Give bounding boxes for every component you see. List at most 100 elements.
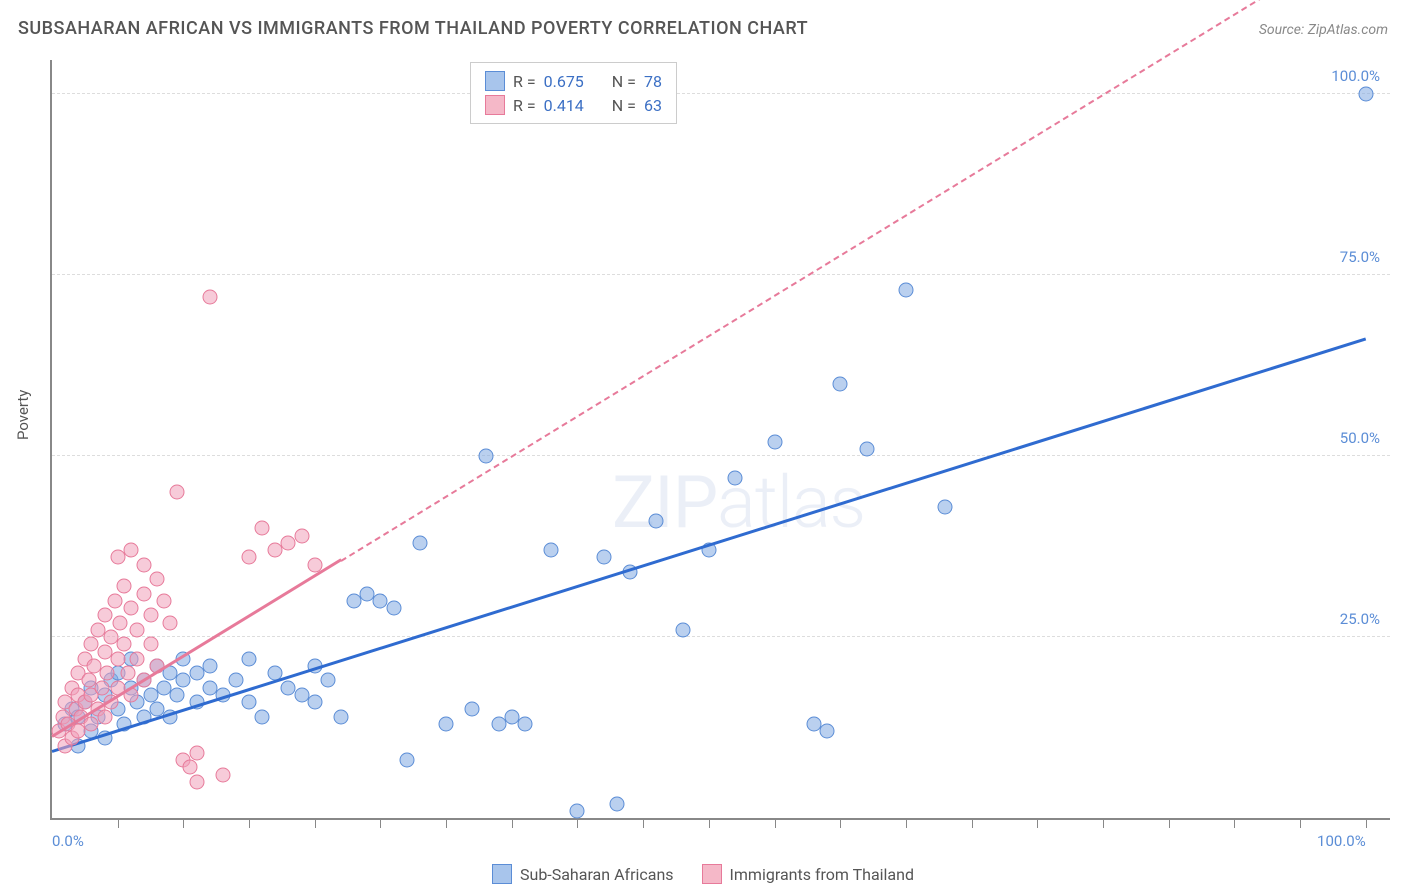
data-point (97, 608, 112, 623)
x-tick (840, 818, 841, 828)
x-tick (1169, 818, 1170, 828)
x-tick (1037, 818, 1038, 828)
data-point (182, 760, 197, 775)
x-tick (1366, 818, 1367, 828)
data-point (675, 622, 690, 637)
data-point (110, 651, 125, 666)
data-point (294, 528, 309, 543)
x-tick (118, 818, 119, 828)
data-point (130, 622, 145, 637)
data-point (242, 550, 257, 565)
x-tick (577, 818, 578, 828)
legend-row: R =0.675N =78 (485, 69, 662, 93)
data-point (596, 550, 611, 565)
data-point (255, 521, 270, 536)
data-point (307, 695, 322, 710)
data-point (121, 666, 136, 681)
data-point (117, 637, 132, 652)
x-tick (249, 818, 250, 828)
data-point (169, 687, 184, 702)
x-tick (1234, 818, 1235, 828)
legend-swatch (485, 95, 505, 115)
x-tick (643, 818, 644, 828)
data-point (169, 485, 184, 500)
legend-item: Sub-Saharan Africans (492, 864, 674, 884)
data-point (386, 601, 401, 616)
data-point (242, 695, 257, 710)
y-tick-label: 75.0% (1340, 248, 1380, 266)
data-point (412, 535, 427, 550)
data-point (215, 767, 230, 782)
n-value: 78 (644, 72, 662, 91)
data-point (117, 579, 132, 594)
y-tick-label: 100.0% (1331, 67, 1380, 85)
data-point (189, 745, 204, 760)
data-point (1358, 87, 1373, 102)
x-tick (709, 818, 710, 828)
legend-label: Sub-Saharan Africans (520, 865, 674, 884)
x-tick (775, 818, 776, 828)
data-point (113, 615, 128, 630)
legend-row: R =0.414N =63 (485, 93, 662, 117)
series-legend: Sub-Saharan Africans Immigrants from Thai… (0, 864, 1406, 884)
x-tick (446, 818, 447, 828)
data-point (100, 666, 115, 681)
data-point (136, 557, 151, 572)
data-point (439, 716, 454, 731)
data-point (97, 709, 112, 724)
data-point (123, 601, 138, 616)
trend-line (52, 337, 1367, 752)
gridline (52, 93, 1390, 94)
data-point (130, 651, 145, 666)
data-point (156, 593, 171, 608)
data-point (609, 796, 624, 811)
data-point (898, 282, 913, 297)
data-point (143, 608, 158, 623)
data-point (517, 716, 532, 731)
data-point (202, 289, 217, 304)
data-point (94, 680, 109, 695)
gridline (52, 455, 1390, 456)
x-tick (906, 818, 907, 828)
n-label: N = (612, 96, 636, 115)
data-point (649, 514, 664, 529)
correlation-legend: R =0.675N =78R =0.414N =63 (470, 62, 677, 124)
x-tick (972, 818, 973, 828)
data-point (570, 803, 585, 818)
x-tick (1300, 818, 1301, 828)
gridline (52, 636, 1390, 637)
data-point (255, 709, 270, 724)
r-value: 0.414 (544, 96, 584, 115)
data-point (544, 543, 559, 558)
r-label: R = (513, 72, 536, 91)
n-label: N = (612, 72, 636, 91)
x-tick-label: 100.0% (1317, 832, 1366, 850)
data-point (767, 434, 782, 449)
chart-plot-area: ZIPatlas 25.0%50.0%75.0%100.0%0.0%100.0% (50, 60, 1390, 820)
legend-item: Immigrants from Thailand (702, 864, 914, 884)
x-tick (315, 818, 316, 828)
gridline (52, 274, 1390, 275)
legend-swatch (485, 71, 505, 91)
data-point (399, 753, 414, 768)
r-label: R = (513, 96, 536, 115)
data-point (136, 586, 151, 601)
data-point (163, 615, 178, 630)
x-tick (512, 818, 513, 828)
data-point (728, 470, 743, 485)
data-point (108, 593, 123, 608)
x-tick (1103, 818, 1104, 828)
data-point (123, 543, 138, 558)
legend-swatch (702, 864, 722, 884)
x-tick (380, 818, 381, 828)
data-point (242, 651, 257, 666)
data-point (833, 376, 848, 391)
data-point (150, 572, 165, 587)
x-tick-label: 0.0% (52, 832, 84, 850)
data-point (938, 499, 953, 514)
data-point (465, 702, 480, 717)
source-attribution: Source: ZipAtlas.com (1259, 22, 1388, 38)
x-tick (183, 818, 184, 828)
y-tick-label: 25.0% (1340, 610, 1380, 628)
legend-swatch (492, 864, 512, 884)
